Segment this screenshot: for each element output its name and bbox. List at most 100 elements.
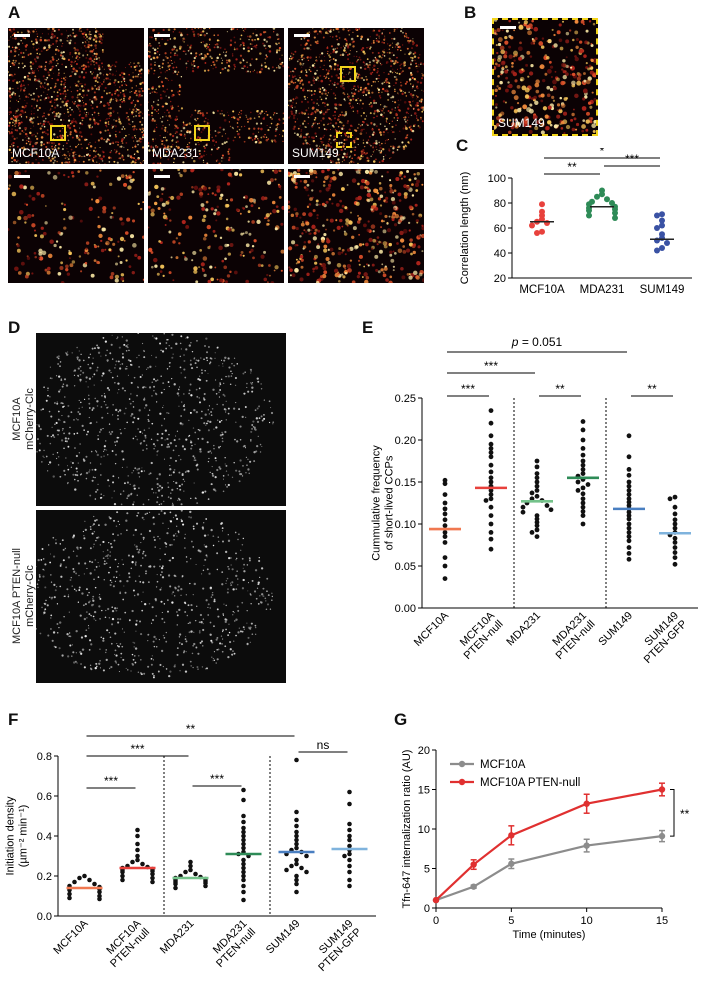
speckle <box>379 104 382 106</box>
speckle <box>203 34 206 37</box>
speckle <box>379 96 382 99</box>
speckle <box>79 122 82 125</box>
speckle <box>372 80 375 83</box>
speckle <box>97 216 100 219</box>
speckle <box>213 212 217 216</box>
speckle <box>160 147 162 149</box>
speckle <box>81 116 84 119</box>
speckle <box>115 360 118 363</box>
speckle <box>288 171 291 176</box>
speckle <box>127 474 130 477</box>
speckle <box>375 61 379 64</box>
speckle <box>282 112 284 115</box>
speckle <box>158 484 161 487</box>
speckle <box>64 95 67 98</box>
speckle <box>369 36 371 38</box>
speckle <box>320 150 323 153</box>
speckle <box>100 41 103 45</box>
speckle <box>390 145 392 148</box>
speckle <box>214 266 217 269</box>
speckle <box>325 110 328 114</box>
speckle <box>68 432 71 435</box>
speckle <box>142 161 144 163</box>
speckle <box>329 159 332 162</box>
speckle <box>282 129 284 132</box>
speckle <box>59 54 63 57</box>
speckle <box>102 36 104 38</box>
speckle <box>150 265 154 269</box>
speckle <box>203 397 205 399</box>
speckle <box>374 81 376 83</box>
speckle <box>30 67 33 70</box>
speckle <box>30 40 33 43</box>
speckle <box>154 37 157 40</box>
speckle <box>39 98 42 102</box>
speckle <box>373 149 375 151</box>
speckle <box>139 375 142 378</box>
speckle <box>413 78 416 81</box>
speckle <box>61 414 63 417</box>
speckle <box>21 62 24 65</box>
speckle <box>9 110 12 114</box>
speckle <box>123 128 126 130</box>
speckle <box>45 39 48 42</box>
speckle <box>39 127 42 130</box>
speckle <box>240 109 243 112</box>
speckle <box>202 159 205 161</box>
speckle <box>241 475 244 477</box>
speckle <box>322 112 326 116</box>
speckle <box>225 198 229 201</box>
speckle <box>395 235 399 239</box>
speckle <box>109 111 112 115</box>
speckle <box>353 55 355 57</box>
speckle <box>508 20 512 23</box>
speckle <box>382 271 385 274</box>
speckle <box>63 207 67 212</box>
speckle <box>411 47 413 49</box>
speckle <box>408 126 411 129</box>
speckle <box>98 56 101 59</box>
speckle <box>88 394 90 397</box>
speckle <box>419 81 423 84</box>
speckle <box>358 56 361 59</box>
speckle <box>51 58 54 61</box>
speckle <box>511 61 514 65</box>
speckle <box>30 185 35 190</box>
speckle <box>252 420 255 423</box>
speckle <box>556 30 561 35</box>
speckle <box>188 392 191 395</box>
speckle <box>504 40 509 45</box>
speckle <box>75 134 79 138</box>
speckle <box>178 31 181 34</box>
speckle <box>10 117 13 121</box>
speckle <box>375 268 379 272</box>
speckle <box>201 128 205 131</box>
speckle <box>62 51 65 54</box>
speckle <box>131 87 133 89</box>
speckle <box>12 220 17 225</box>
speckle-texture <box>8 169 144 283</box>
speckle <box>164 126 167 129</box>
speckle <box>202 256 208 261</box>
speckle <box>392 54 395 57</box>
speckle <box>118 120 121 124</box>
speckle <box>175 115 178 118</box>
speckle <box>99 428 103 431</box>
speckle <box>387 98 390 101</box>
speckle <box>123 412 126 415</box>
speckle <box>365 132 367 134</box>
speckle <box>162 28 165 32</box>
speckle <box>160 264 165 269</box>
speckle <box>415 62 417 65</box>
speckle <box>288 66 290 69</box>
speckle <box>347 93 349 95</box>
speckle <box>389 184 393 188</box>
speckle <box>408 178 412 182</box>
speckle <box>290 213 295 218</box>
speckle <box>216 205 219 209</box>
speckle <box>325 187 330 192</box>
speckle <box>239 253 243 257</box>
speckle <box>210 154 212 156</box>
speckle <box>136 357 138 359</box>
speckle <box>373 64 376 68</box>
